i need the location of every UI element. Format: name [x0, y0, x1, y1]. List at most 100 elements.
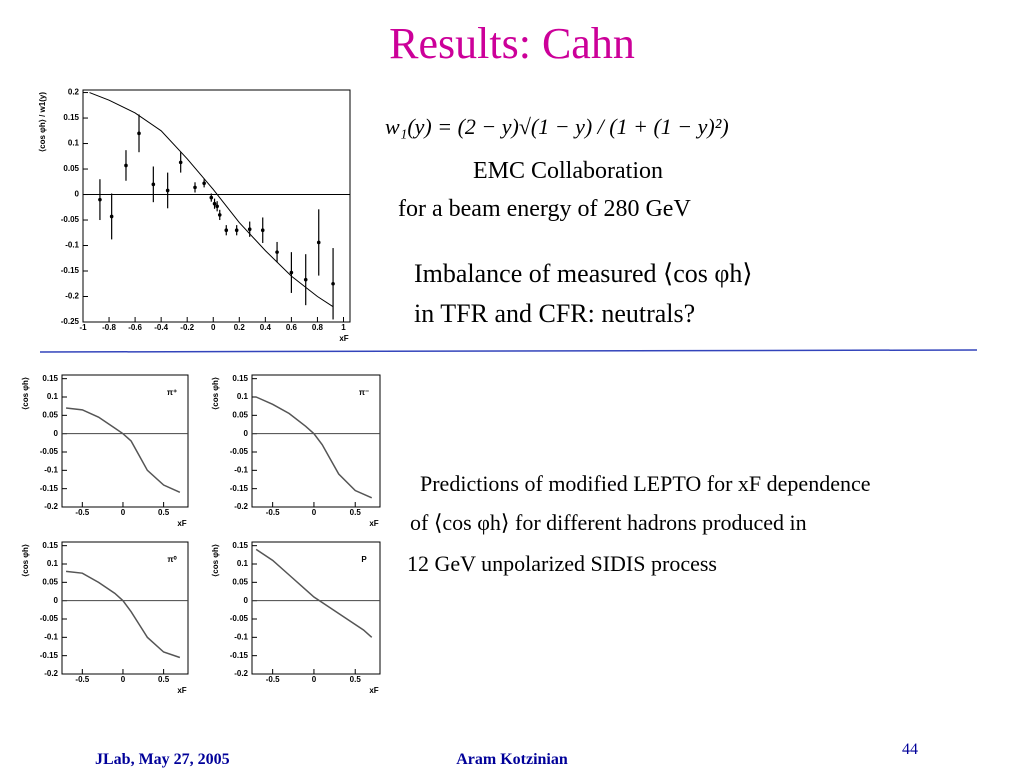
charts: 0.2 0.15 0.1 0.05 0 -0.05 -0.1 -0.15 -0.2 -0.25-1… — [21, 88, 381, 695]
x-tick-label: 0.2 — [234, 323, 246, 332]
plot-frame — [82, 89, 351, 323]
model-curve — [65, 407, 181, 494]
y-tick-label: 0.1 — [68, 139, 80, 148]
y-tick-label: -0.05 — [61, 215, 80, 224]
data-point — [209, 195, 214, 200]
panel-label: P — [361, 555, 367, 564]
x-tick-label: 0 — [121, 508, 126, 517]
panel-label: π⁻ — [359, 388, 369, 397]
model-curve — [255, 396, 373, 499]
x-tick-label: 0 — [312, 508, 317, 517]
y-tick-label: -0.1 — [234, 465, 248, 474]
y-tick-label: -0.15 — [230, 484, 249, 493]
y-tick-label: 0.15 — [63, 113, 79, 122]
y-tick-label: 0.1 — [237, 559, 249, 568]
data-point — [109, 214, 114, 219]
model-curve — [255, 548, 373, 638]
y-tick-label: -0.05 — [40, 614, 59, 623]
y-tick-label: -0.1 — [44, 632, 58, 641]
y-axis-label: ⟨cos φh⟩ / w1(y) — [38, 92, 47, 152]
y-tick-label: -0.2 — [65, 292, 79, 301]
y-tick-label: 0.15 — [232, 541, 248, 550]
plot-frame — [251, 374, 381, 508]
slide-title: Results: Cahn — [389, 19, 635, 68]
y-tick-label: -0.05 — [230, 447, 249, 456]
x-tick-label: 0.4 — [260, 323, 272, 332]
prediction-line: of ⟨cos φh⟩ for different hadrons produc… — [410, 510, 807, 535]
note-line: in TFR and CFR: neutrals? — [414, 299, 695, 328]
data-point — [316, 240, 321, 245]
data-point — [151, 182, 156, 187]
y-tick-label: -0.2 — [44, 502, 58, 511]
y-tick-label: 0.15 — [42, 541, 58, 550]
prediction-line: Predictions of modified LEPTO for xF dep… — [420, 471, 871, 496]
y-axis-label: ⟨cos φh⟩ — [21, 377, 30, 410]
y-tick-label: 0.05 — [232, 577, 248, 586]
x-axis-label: xF — [177, 686, 186, 695]
footer-left: JLab, May 27, 2005 — [95, 751, 230, 768]
y-tick-label: 0.05 — [42, 577, 58, 586]
data-point — [247, 227, 252, 231]
x-tick-label: -1 — [79, 323, 87, 332]
data-point — [217, 213, 222, 217]
y-tick-label: 0 — [75, 190, 80, 199]
footer-center: Aram Kotzinian — [456, 751, 568, 768]
data-point — [234, 228, 239, 233]
data-point — [137, 131, 141, 136]
data-point — [289, 270, 294, 275]
x-tick-label: -0.8 — [102, 323, 116, 332]
data-point — [260, 228, 265, 233]
x-axis-label: xF — [369, 519, 378, 528]
y-tick-label: 0.15 — [232, 374, 248, 383]
emc-line: EMC Collaboration — [473, 158, 663, 184]
plot-frame — [61, 541, 189, 675]
x-tick-label: 0 — [312, 675, 317, 684]
y-tick-label: 0 — [54, 429, 59, 438]
x-tick-label: 0 — [211, 323, 216, 332]
y-tick-label: 0.05 — [232, 410, 248, 419]
y-tick-label: -0.25 — [61, 317, 80, 326]
y-tick-label: 0 — [244, 596, 249, 605]
x-tick-label: -0.4 — [154, 323, 168, 332]
y-tick-label: -0.05 — [40, 447, 59, 456]
plot-frame — [251, 541, 381, 675]
x-tick-label: -0.5 — [266, 508, 280, 517]
y-tick-label: -0.1 — [44, 465, 58, 474]
y-axis-label: ⟨cos φh⟩ — [211, 377, 220, 410]
data-point — [178, 160, 183, 165]
plot-frame — [61, 374, 189, 508]
data-point — [165, 188, 170, 193]
x-tick-label: 0.5 — [350, 675, 362, 684]
x-tick-label: 0.8 — [312, 323, 324, 332]
data-point — [331, 281, 335, 286]
y-tick-label: -0.15 — [61, 266, 80, 275]
x-tick-label: -0.2 — [180, 323, 194, 332]
data-point — [275, 250, 279, 254]
y-tick-label: 0.2 — [68, 88, 80, 97]
y-tick-label: -0.05 — [230, 614, 249, 623]
y-tick-label: 0 — [54, 596, 59, 605]
x-tick-label: 0.5 — [158, 508, 170, 517]
y-tick-label: 0.1 — [47, 392, 59, 401]
x-axis-label: xF — [369, 686, 378, 695]
data-point — [212, 201, 217, 206]
y-tick-label: 0 — [244, 429, 249, 438]
x-axis-label: xF — [177, 519, 186, 528]
data-point — [215, 204, 219, 209]
prediction-line: 12 GeV unpolarized SIDIS process — [407, 551, 717, 576]
y-tick-label: 0.1 — [237, 392, 249, 401]
x-tick-label: 0 — [121, 675, 126, 684]
panel-label: π⁺ — [167, 388, 177, 397]
emc-line: for a beam energy of 280 GeV — [398, 196, 691, 222]
x-tick-label: 0.5 — [350, 508, 362, 517]
y-tick-label: -0.2 — [234, 502, 248, 511]
y-tick-label: 0.1 — [47, 559, 59, 568]
data-point — [193, 185, 197, 190]
page-number: 44 — [902, 741, 918, 758]
y-tick-label: -0.2 — [234, 669, 248, 678]
x-axis-label: xF — [339, 334, 348, 343]
y-tick-label: -0.1 — [65, 241, 79, 250]
x-tick-label: -0.6 — [128, 323, 142, 332]
x-tick-label: -0.5 — [75, 508, 89, 517]
